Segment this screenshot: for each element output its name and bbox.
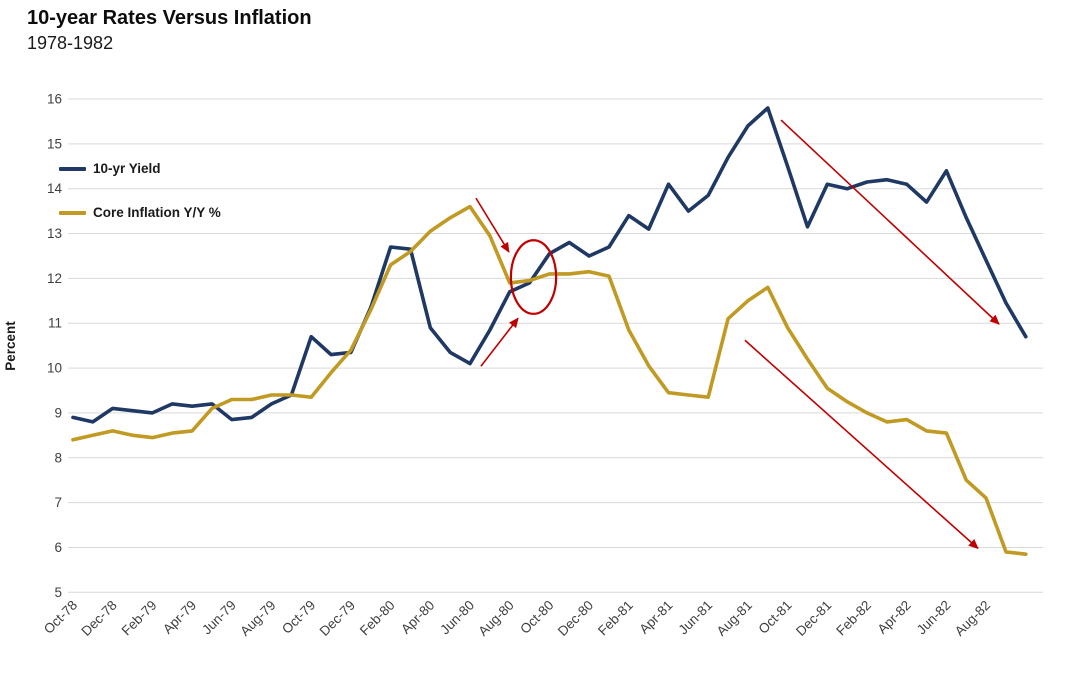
x-tick-label: Feb-82	[833, 598, 874, 639]
legend-label-core-inflation: Core Inflation Y/Y %	[93, 205, 221, 220]
x-tick-label: Oct-80	[517, 598, 556, 637]
legend-swatch-10yr-yield	[59, 166, 86, 171]
x-tick-label: Aug-80	[475, 598, 516, 639]
chart-title: 10-year Rates Versus Inflation	[27, 7, 312, 29]
legend-label-10yr-yield: 10-yr Yield	[93, 161, 161, 176]
y-axis-title: Percent	[3, 321, 18, 371]
y-tick-label: 7	[54, 495, 62, 510]
x-tick-label: Apr-80	[398, 598, 437, 637]
x-tick-label: Aug-81	[714, 598, 755, 639]
y-tick-label: 15	[47, 136, 62, 151]
x-tick-label: Apr-81	[636, 598, 675, 637]
x-tick-label: Jun-79	[199, 598, 239, 638]
x-tick-label: Oct-79	[279, 598, 318, 637]
y-tick-label: 6	[54, 540, 62, 555]
legend-item-core-inflation: Core Inflation Y/Y %	[59, 205, 221, 220]
y-tick-label: 16	[47, 92, 62, 107]
x-tick-label: Feb-81	[595, 598, 636, 639]
annotation-arrow-4	[744, 339, 979, 550]
x-tick-label: Feb-80	[357, 598, 398, 639]
x-tick-label: Oct-78	[41, 598, 80, 637]
x-tick-label: Dec-81	[793, 598, 834, 639]
series-line-core-inflation	[71, 204, 1028, 557]
y-tick-label: 11	[48, 316, 62, 331]
y-tick-label: 13	[47, 226, 62, 241]
x-tick-label: Jun-82	[914, 598, 954, 638]
y-tick-label: 9	[54, 405, 62, 420]
x-tick-label: Apr-82	[875, 598, 914, 637]
x-tick-label: Aug-79	[237, 598, 278, 639]
y-tick-label: 14	[47, 181, 63, 196]
x-tick-label: Dec-78	[78, 598, 119, 639]
legend-swatch-core-inflation	[59, 210, 86, 215]
x-tick-label: Apr-79	[160, 598, 199, 637]
y-tick-label: 5	[54, 585, 62, 600]
x-tick-label: Dec-79	[317, 598, 358, 639]
series-line-10yr-yield	[71, 106, 1028, 424]
annotation-arrow-1	[475, 197, 510, 253]
x-tick-label: Feb-79	[119, 598, 160, 639]
annotation-arrow-2	[480, 317, 519, 367]
annotation-arrow-3	[780, 119, 1000, 325]
legend-item-10yr-yield: 10-yr Yield	[59, 161, 161, 176]
x-tick-label: Oct-81	[755, 598, 794, 637]
x-tick-label: Jun-81	[676, 598, 716, 638]
y-tick-label: 12	[47, 271, 62, 286]
x-tick-label: Aug-82	[952, 598, 993, 639]
annotation-ellipse-crossover	[509, 239, 558, 315]
x-tick-label: Dec-80	[555, 598, 596, 639]
y-tick-label: 8	[54, 450, 62, 465]
chart-subtitle: 1978-1982	[27, 33, 114, 53]
y-tick-label: 10	[47, 361, 62, 376]
x-tick-label: Jun-80	[437, 598, 477, 638]
